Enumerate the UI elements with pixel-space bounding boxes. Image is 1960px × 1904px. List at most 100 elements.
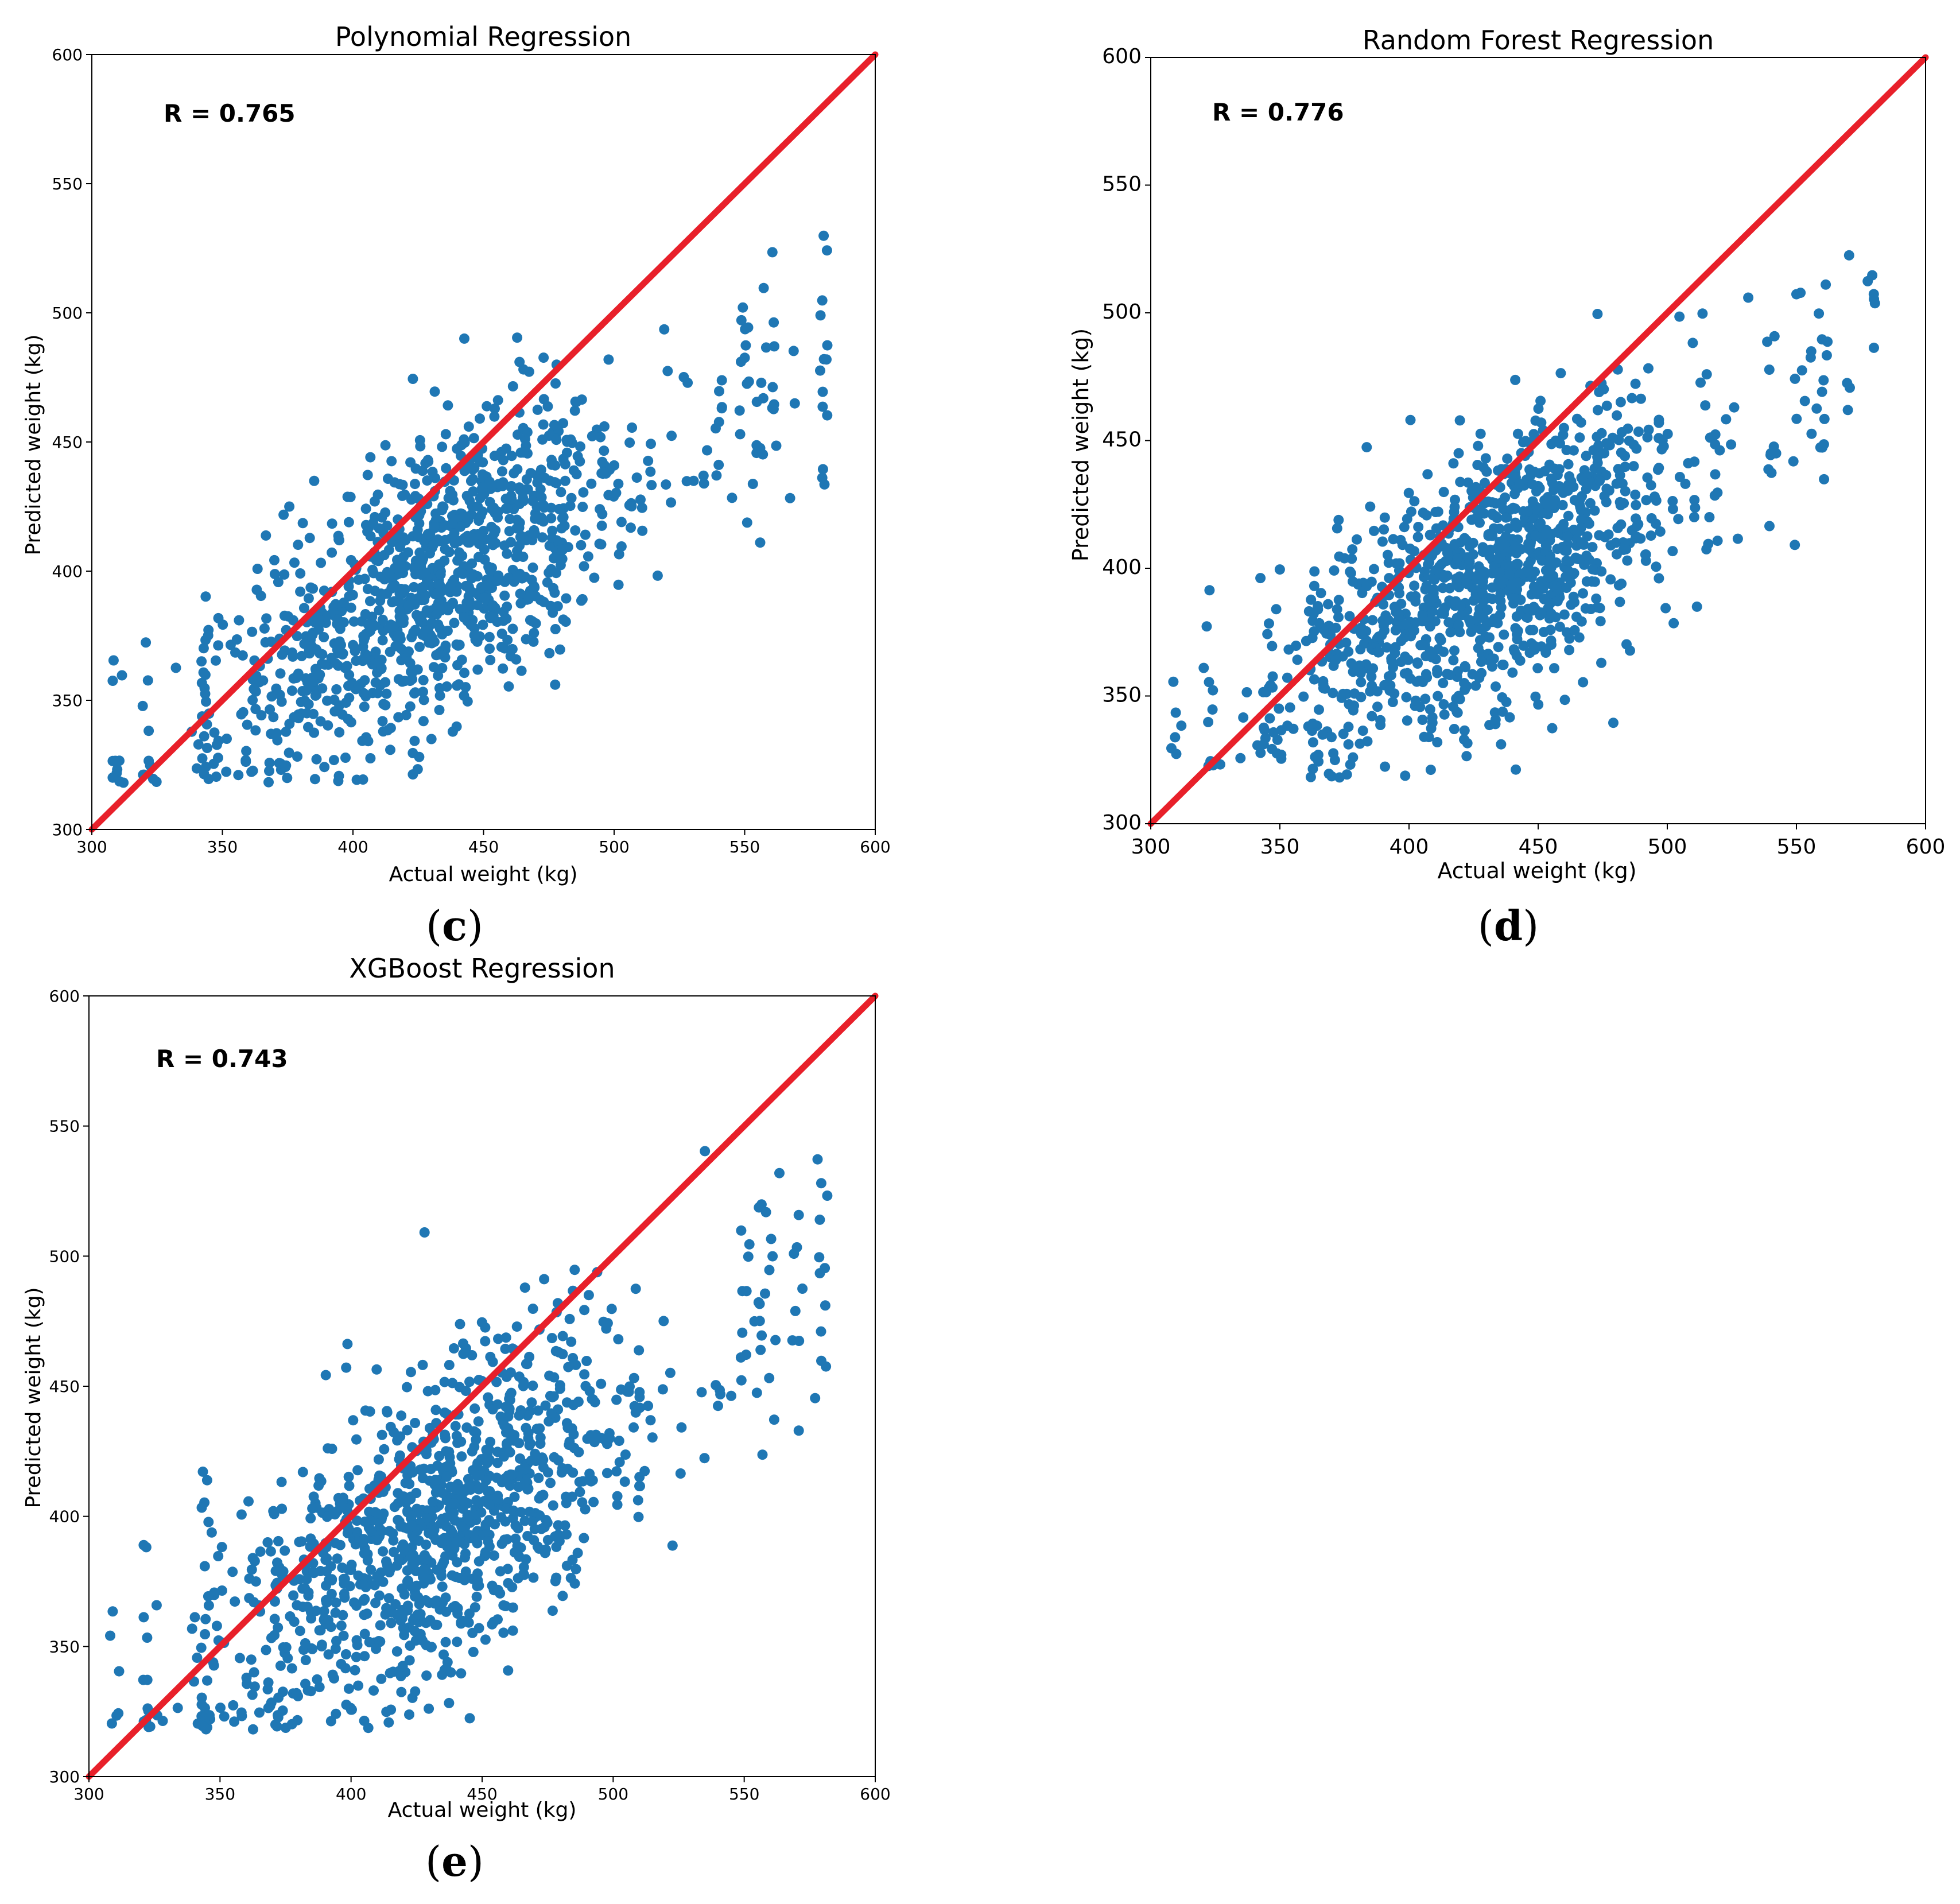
scatter-point [258, 675, 269, 686]
scatter-point [794, 1336, 805, 1346]
x-tick-label: 300 [76, 837, 107, 856]
scatter-point [764, 1372, 775, 1383]
scatter-point [1309, 580, 1319, 591]
scatter-point [254, 1707, 265, 1718]
scatter-point [1410, 695, 1421, 706]
scatter-point [661, 479, 672, 490]
scatter-point [292, 751, 302, 762]
scatter-point [1596, 657, 1606, 668]
scatter-point [348, 1415, 359, 1426]
scatter-point [487, 1356, 498, 1367]
scatter-point [1575, 505, 1586, 515]
scatter-point [1667, 503, 1678, 514]
scatter-point [1533, 404, 1544, 414]
scatter-point [321, 1511, 332, 1522]
panel-label-c: (c) [425, 901, 484, 950]
scatter-point [1471, 512, 1482, 523]
scatter-point [303, 593, 314, 604]
scatter-point [1393, 610, 1404, 621]
scatter-point [515, 1507, 526, 1518]
scatter-point [758, 282, 769, 293]
scatter-point [445, 1667, 456, 1678]
xgboost-regression-chart: XGBoost Regression 300 350 400 450 500 550 600… [22, 953, 891, 1822]
scatter-point [197, 753, 208, 764]
scatter-point [1710, 439, 1721, 449]
scatter-point [320, 1370, 331, 1381]
scatter-point [469, 630, 480, 641]
scatter-point [289, 557, 300, 568]
scatter-point [448, 598, 458, 608]
scatter-point [460, 1566, 471, 1577]
scatter-point [319, 762, 330, 773]
scatter-point [389, 1427, 399, 1438]
scatter-point [767, 402, 778, 413]
scatter-point [273, 1712, 284, 1723]
scatter-point [711, 423, 721, 434]
scatter-point [358, 635, 369, 646]
scatter-point [814, 1214, 825, 1225]
scatter-point [457, 568, 468, 579]
scatter-point [192, 1653, 203, 1663]
scatter-point [172, 1703, 183, 1713]
scatter-point [518, 1376, 529, 1387]
scatter-point [643, 455, 654, 466]
scatter-point [769, 317, 779, 328]
scatter-point [1476, 624, 1487, 635]
scatter-point [250, 1576, 261, 1587]
scatter-point [793, 1425, 804, 1436]
scatter-point [1605, 540, 1616, 551]
scatter-point [611, 1466, 622, 1477]
scatter-point [1510, 517, 1521, 528]
scatter-point [1357, 726, 1368, 736]
scatter-point [400, 535, 411, 546]
scatter-point [324, 1575, 335, 1586]
scatter-point [391, 1646, 402, 1657]
scatter-point [422, 475, 433, 486]
scatter-point [278, 509, 289, 520]
scatter-point [414, 1599, 425, 1610]
scatter-point [335, 623, 346, 634]
scatter-point [1394, 588, 1405, 599]
scatter-point [533, 1472, 544, 1483]
scatter-point [331, 1708, 341, 1719]
scatter-point [549, 553, 559, 564]
scatter-point [418, 1572, 428, 1583]
scatter-point [1620, 462, 1631, 472]
scatter-point [1401, 692, 1412, 703]
scatter-point [727, 493, 738, 503]
scatter-point [767, 247, 778, 258]
scatter-point [288, 651, 298, 662]
scatter-point [1509, 540, 1520, 551]
scatter-point [1372, 686, 1383, 697]
scatter-point [319, 1606, 329, 1616]
scatter-point [484, 631, 495, 642]
scatter-point [1710, 429, 1721, 440]
scatter-point [1867, 270, 1878, 281]
scatter-point [1582, 531, 1593, 542]
scatter-point [1271, 604, 1282, 615]
scatter-point [218, 619, 228, 630]
scatter-point [451, 1484, 461, 1495]
scatter-point [1315, 588, 1326, 599]
scatter-point [468, 433, 479, 444]
scatter-point [306, 1613, 317, 1624]
scatter-point [414, 751, 425, 762]
scatter-point [565, 501, 576, 511]
scatter-point [264, 758, 275, 768]
scatter-point [760, 342, 771, 353]
scatter-point [1613, 522, 1623, 533]
scatter-point [514, 356, 525, 367]
scatter-point [1366, 671, 1377, 682]
y-axis-label: Predicted weight (kg) [1068, 328, 1093, 561]
scatter-point [557, 513, 568, 523]
scatter-points [107, 230, 833, 788]
scatter-point [1451, 573, 1462, 584]
scatter-point [767, 1251, 778, 1262]
scatter-point [463, 537, 473, 548]
scatter-point [1818, 439, 1829, 450]
scatter-point [417, 1473, 428, 1483]
scatter-point [397, 1661, 408, 1672]
scatter-point [751, 1387, 762, 1398]
scatter-point [614, 1436, 624, 1447]
scatter-point [351, 1434, 362, 1445]
